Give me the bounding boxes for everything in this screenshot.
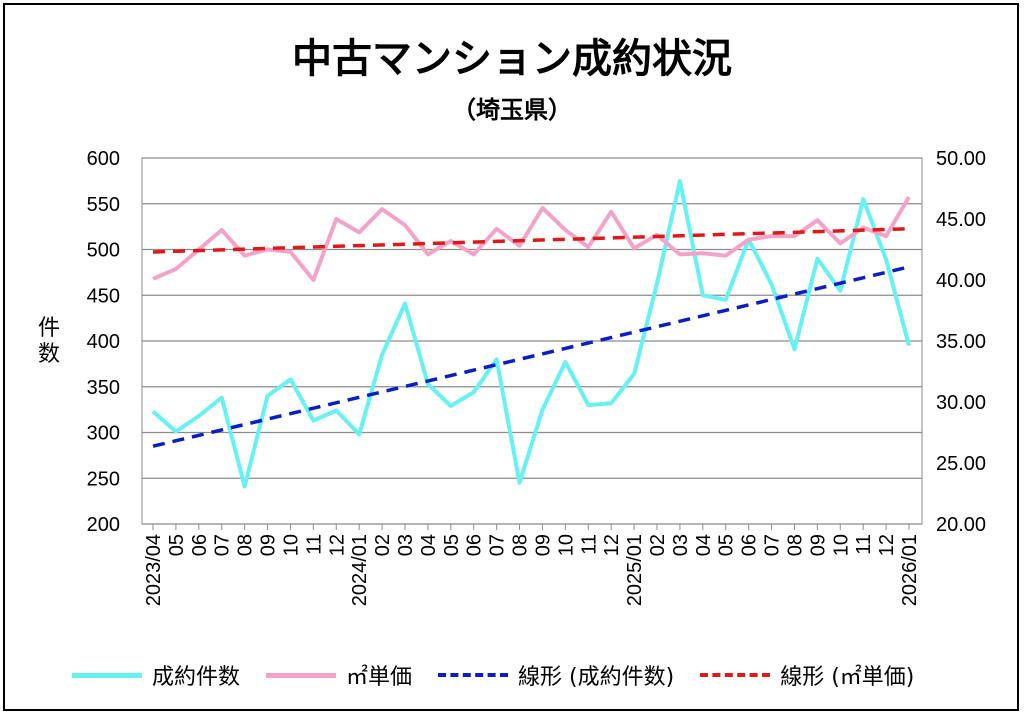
x-tick-label: 09 bbox=[532, 534, 554, 556]
x-tick-label: 10 bbox=[830, 534, 852, 556]
x-tick-label: 08 bbox=[235, 534, 257, 556]
legend-swatch-count bbox=[72, 672, 142, 678]
legend-swatch-trend-count bbox=[438, 673, 509, 677]
x-tick-label: 12 bbox=[876, 534, 898, 556]
y-left-tick-label: 500 bbox=[87, 240, 120, 262]
x-tick-label: 02 bbox=[647, 534, 669, 556]
legend-swatch-trend-price bbox=[700, 673, 771, 677]
x-tick-label: 04 bbox=[418, 534, 440, 556]
legend-item-count: 成約件数 bbox=[72, 659, 240, 691]
y-right-tick-label: 50.00 bbox=[936, 148, 986, 170]
x-tick-label: 09 bbox=[807, 534, 829, 556]
x-tick-label: 08 bbox=[784, 534, 806, 556]
x-tick-label: 05 bbox=[716, 534, 738, 556]
trend-line-3 bbox=[152, 227, 910, 254]
x-tick-label: 10 bbox=[280, 534, 302, 556]
x-tick-label: 11 bbox=[303, 534, 325, 555]
y-right-tick-label: 30.00 bbox=[936, 392, 986, 414]
y-left-tick-label: 400 bbox=[87, 331, 120, 353]
legend-item-price: ㎡単価 bbox=[266, 659, 412, 691]
x-tick-label: 11 bbox=[578, 534, 600, 555]
legend-item-trend-price: 線形 (㎡単価) bbox=[700, 659, 914, 691]
series-line-0 bbox=[151, 178, 911, 489]
legend-label-trend-count: 線形 (成約件数) bbox=[518, 665, 675, 690]
y-left-tick-label: 250 bbox=[87, 468, 120, 490]
y-right-tick-label: 20.00 bbox=[936, 514, 986, 536]
trend-line-2 bbox=[152, 265, 910, 448]
series-line-1 bbox=[152, 195, 911, 282]
y-right-tick-label: 45.00 bbox=[936, 209, 986, 231]
x-tick-label: 06 bbox=[189, 534, 211, 556]
x-tick-label: 12 bbox=[326, 534, 348, 556]
y-right-tick-label: 25.00 bbox=[936, 453, 986, 475]
x-tick-label: 05 bbox=[166, 534, 188, 556]
legend-item-trend-count: 線形 (成約件数) bbox=[438, 659, 674, 691]
x-tick-label: 10 bbox=[555, 534, 577, 556]
legend-label-trend-price: 線形 (㎡単価) bbox=[780, 665, 915, 690]
x-tick-label: 06 bbox=[739, 534, 761, 556]
x-tick-label: 12 bbox=[601, 534, 623, 556]
y-left-tick-label: 300 bbox=[87, 423, 120, 445]
x-tick-label: 2026/01 bbox=[899, 534, 921, 606]
legend-label-count: 成約件数 bbox=[152, 665, 241, 690]
legend-label-price: ㎡単価 bbox=[346, 665, 413, 690]
x-tick-label: 04 bbox=[693, 534, 715, 556]
x-tick-label: 09 bbox=[258, 534, 280, 556]
x-tick-label: 07 bbox=[487, 534, 509, 556]
x-tick-label: 02 bbox=[372, 534, 394, 556]
x-tick-label: 03 bbox=[395, 534, 417, 556]
y-axis-label: 件数 bbox=[37, 316, 60, 367]
x-tick-label: 2024/01 bbox=[349, 534, 371, 606]
chart-subtitle: （埼玉県） bbox=[452, 96, 572, 124]
x-tick-label: 2025/01 bbox=[624, 534, 646, 606]
chart-title: 中古マンション成約状況 bbox=[292, 36, 732, 82]
y-left-tick-label: 450 bbox=[87, 285, 120, 307]
y-left-tick-label: 200 bbox=[87, 514, 120, 536]
legend: 成約件数 ㎡単価 線形 (成約件数) 線形 (㎡単価) bbox=[72, 658, 940, 692]
y-right-tick-label: 40.00 bbox=[936, 270, 986, 292]
x-tick-label: 07 bbox=[762, 534, 784, 556]
y-right-tick-label: 35.00 bbox=[936, 331, 986, 353]
x-tick-label: 05 bbox=[441, 534, 463, 556]
x-tick-label: 11 bbox=[853, 534, 875, 555]
y-left-tick-label: 350 bbox=[87, 377, 120, 399]
y-left-tick-label: 550 bbox=[87, 194, 120, 216]
legend-swatch-price bbox=[266, 672, 337, 678]
x-tick-label: 03 bbox=[670, 534, 692, 556]
x-tick-label: 2023/04 bbox=[143, 534, 165, 606]
x-tick-label: 06 bbox=[464, 534, 486, 556]
x-tick-label: 07 bbox=[212, 534, 234, 556]
y-left-tick-label: 600 bbox=[87, 148, 120, 170]
x-tick-label: 08 bbox=[510, 534, 532, 556]
